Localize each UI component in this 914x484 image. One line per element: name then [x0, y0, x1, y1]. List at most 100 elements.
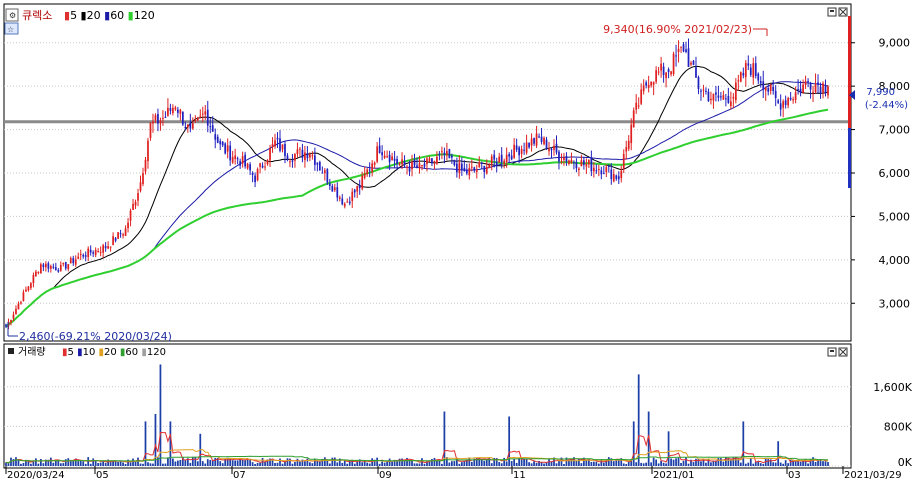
candle-body: [597, 169, 600, 171]
candle-body: [361, 175, 364, 189]
candle-body: [226, 145, 229, 152]
volume-bar: [575, 460, 578, 466]
legend-label: 60: [125, 347, 138, 358]
candle-body: [749, 67, 752, 75]
volume-bar: [493, 457, 496, 466]
candle-body: [328, 183, 331, 186]
volume-bar: [418, 463, 421, 466]
candle-body: [89, 249, 92, 253]
candle-body: [550, 149, 553, 151]
volume-bar: [127, 459, 129, 466]
volume-bar: [822, 461, 824, 466]
candle-body: [428, 158, 431, 161]
volume-bar: [570, 458, 573, 466]
candle-body: [254, 175, 256, 183]
candle-body: [533, 138, 535, 144]
candle-body: [505, 154, 508, 162]
current-change-label: (-2.44%): [865, 100, 908, 111]
candle-body: [104, 246, 107, 249]
volume-bar: [660, 460, 662, 466]
volume-bar: [231, 460, 234, 466]
candle-body: [690, 62, 692, 65]
volume-bar: [10, 457, 12, 466]
candle-body: [54, 267, 57, 271]
close-icon[interactable]: [838, 347, 848, 357]
volume-bar: [540, 462, 543, 466]
volume-bar: [769, 459, 772, 466]
candle-body: [149, 122, 152, 139]
candle-body: [759, 80, 762, 84]
current-price-marker[interactable]: 7,990 (-2.44%): [849, 87, 908, 111]
volume-bar: [438, 460, 441, 466]
candle-body: [475, 169, 478, 173]
candle-body: [446, 151, 448, 156]
candle-body: [657, 71, 660, 73]
volume-bar: [147, 462, 149, 466]
candle-body: [700, 90, 702, 92]
candle-body: [97, 250, 100, 252]
volume-bar: [241, 459, 244, 466]
volume-bar: [635, 462, 638, 466]
candle-body: [465, 169, 468, 174]
candle-body: [485, 166, 488, 174]
candle-body: [274, 140, 276, 147]
candle-body: [356, 185, 359, 192]
maximize-icon[interactable]: [827, 347, 837, 357]
volume-bar: [97, 463, 100, 466]
candle-body: [177, 109, 179, 113]
candle-body: [134, 201, 137, 206]
candle-body: [309, 154, 311, 158]
svg-text:▮5 ▮10 ▮20 ▮60 ▮120: ▮5 ▮10 ▮20 ▮60 ▮120: [62, 347, 166, 358]
legend-swatch-icon: ▮: [74, 347, 83, 358]
volume-bar: [139, 463, 142, 466]
volume-bar: [779, 462, 782, 466]
candle-body: [804, 81, 807, 86]
volume-bar: [401, 458, 403, 466]
volume-bar: [224, 458, 227, 466]
volume-bar: [774, 462, 777, 466]
candle-body: [381, 152, 383, 156]
candle-body: [560, 161, 563, 163]
candle-body: [348, 201, 351, 204]
volume-bar: [590, 461, 593, 466]
close-icon[interactable]: [838, 7, 848, 17]
volume-bar: [682, 460, 685, 466]
volume-bar: [585, 460, 588, 466]
candle-body: [637, 105, 640, 107]
volume-bar: [538, 461, 540, 466]
volume-bar: [184, 460, 187, 466]
legend-swatch-icon: ▮: [124, 9, 134, 22]
tool-icon[interactable]: [4, 22, 19, 35]
volume-bar: [642, 463, 645, 466]
candle-body: [189, 122, 192, 129]
price-panel-icon[interactable]: [5, 8, 19, 22]
candle-body: [451, 155, 453, 158]
candle-body: [585, 164, 588, 167]
candle-body: [353, 189, 356, 193]
candle-body: [154, 115, 157, 120]
volume-bar: [109, 462, 112, 466]
volume-bar: [323, 457, 326, 466]
low-annotation-text: 2,460(-69.21% 2020/03/24): [19, 330, 172, 343]
candle-body: [214, 134, 217, 140]
volume-bar: [543, 463, 545, 466]
candle-body: [675, 55, 677, 57]
volume-bar: [465, 459, 468, 466]
x-axis-label: 03: [788, 470, 801, 480]
volume-bar: [196, 461, 199, 466]
volume-bar: [7, 463, 10, 466]
candle-body: [64, 262, 67, 269]
candle-body: [398, 163, 401, 165]
candle-body: [774, 90, 777, 99]
candle-body: [772, 86, 775, 91]
volume-bar: [269, 458, 271, 466]
maximize-icon[interactable]: [827, 7, 837, 17]
price-y-axis: 9,000 8,000 7,000 6,000 5,000 4,000 3,000: [851, 37, 910, 310]
volume-bar: [92, 458, 95, 466]
candle-body: [789, 97, 792, 100]
candle-body: [575, 162, 578, 169]
candle-body: [10, 319, 12, 323]
volume-bar: [361, 462, 364, 466]
candle-body: [346, 201, 349, 203]
